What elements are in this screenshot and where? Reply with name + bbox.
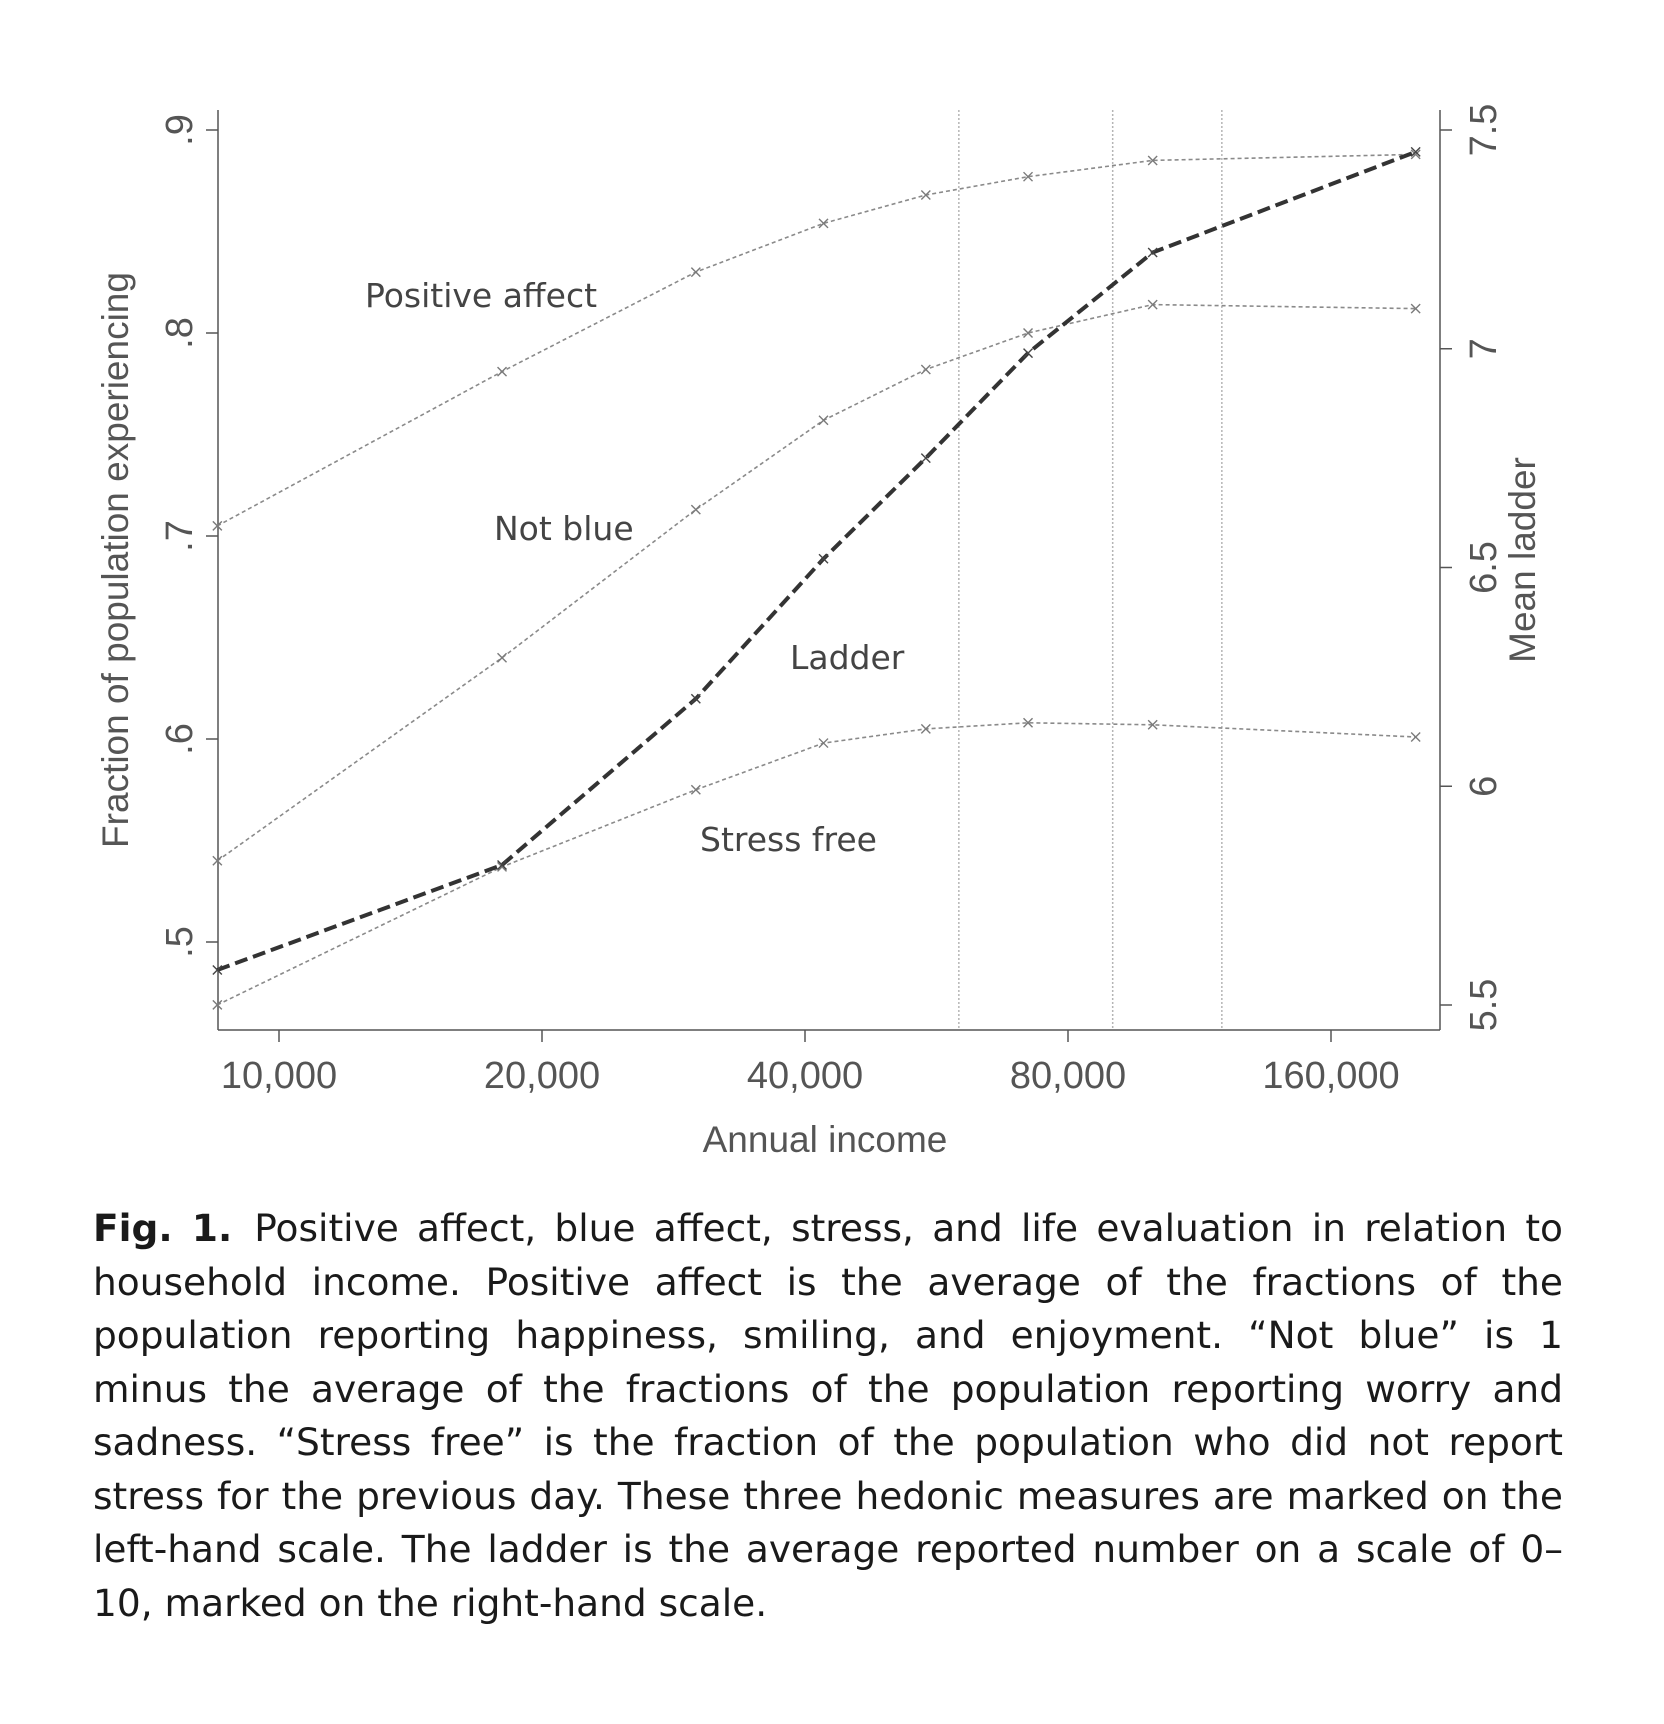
data-point-positive-affect-1 <box>497 366 508 377</box>
data-point-stress-free-2 <box>690 784 701 795</box>
data-point-ladder-6 <box>1147 247 1158 258</box>
left-tick-label-1: .6 <box>159 723 201 755</box>
right-tick-label-4: 7.5 <box>1463 104 1505 157</box>
x-axis-title: Annual income <box>703 1119 948 1160</box>
data-point-positive-affect-2 <box>690 267 701 278</box>
series-line-stress-free <box>216 721 1416 1006</box>
x-axis-ticks: 10,000 20,000 40,000 80,000 160,000 <box>221 1030 1400 1097</box>
series-label-not-blue: Not blue <box>494 509 634 548</box>
data-point-not-blue-1 <box>497 652 508 663</box>
data-point-ladder-0 <box>212 965 223 975</box>
data-point-positive-affect-4 <box>920 189 931 200</box>
series-label-stress-free: Stress free <box>700 820 877 859</box>
x-tick-label-4: 160,000 <box>1262 1055 1399 1097</box>
right-axis-ticks: 5.5 6 6.5 7 7.5 <box>1440 104 1505 1032</box>
caption-label: Fig. 1. <box>93 1206 233 1250</box>
data-point-not-blue-5 <box>1023 328 1034 338</box>
data-point-stress-free-4 <box>920 723 931 734</box>
data-point-positive-affect-6 <box>1147 155 1158 166</box>
data-point-not-blue-7 <box>1410 303 1421 314</box>
data-point-ladder-2 <box>690 693 701 704</box>
x-tick-label-3: 80,000 <box>1010 1055 1126 1097</box>
axes <box>217 110 1441 1031</box>
left-tick-label-2: .7 <box>159 520 201 552</box>
series-line-not-blue <box>216 303 1416 862</box>
data-point-ladder-7 <box>1410 146 1421 157</box>
data-point-positive-affect-0 <box>212 520 223 531</box>
series-line-positive-affect <box>216 153 1416 527</box>
x-tick-label-2: 40,000 <box>747 1055 863 1097</box>
left-tick-label-0: .5 <box>159 926 201 958</box>
data-point-stress-free-3 <box>818 738 829 749</box>
left-axis-ticks: .5 .6 .7 .8 .9 <box>159 114 218 958</box>
left-axis-title: Fraction of population experiencing <box>95 272 136 848</box>
reference-lines <box>958 110 1223 1030</box>
figure-caption: Fig. 1. Positive affect, blue affect, str… <box>93 1202 1563 1630</box>
data-point-stress-free-6 <box>1147 719 1158 730</box>
data-point-ladder-3 <box>818 553 829 564</box>
data-point-stress-free-7 <box>1410 731 1421 742</box>
series-label-positive-affect: Positive affect <box>365 276 597 315</box>
x-tick-label-0: 10,000 <box>221 1055 337 1097</box>
data-point-ladder-4 <box>920 453 931 464</box>
data-point-positive-affect-7 <box>1410 149 1421 160</box>
data-point-not-blue-2 <box>690 504 701 515</box>
data-point-stress-free-5 <box>1023 717 1034 728</box>
right-tick-label-2: 6.5 <box>1463 541 1505 594</box>
series-line-ladder <box>216 150 1417 972</box>
data-point-positive-affect-5 <box>1023 171 1034 182</box>
data-point-ladder-5 <box>1023 348 1034 359</box>
right-axis-title: Mean ladder <box>1502 457 1543 663</box>
right-tick-label-3: 7 <box>1463 338 1505 359</box>
series-layer <box>212 146 1421 1010</box>
data-point-not-blue-3 <box>818 415 829 426</box>
data-point-positive-affect-3 <box>818 218 829 229</box>
caption-text: Positive affect, blue affect, stress, an… <box>93 1206 1563 1625</box>
data-point-not-blue-6 <box>1147 299 1158 310</box>
right-tick-label-0: 5.5 <box>1463 979 1505 1032</box>
series-label-ladder: Ladder <box>790 638 905 677</box>
data-point-not-blue-0 <box>212 855 223 866</box>
left-tick-label-3: .8 <box>159 317 201 349</box>
data-point-stress-free-0 <box>212 999 223 1010</box>
x-tick-label-1: 20,000 <box>484 1055 600 1097</box>
data-point-ladder-1 <box>497 860 508 870</box>
data-point-not-blue-4 <box>920 364 931 375</box>
line-chart: 10,000 20,000 40,000 80,000 160,000 .5 .6 .7 .8… <box>95 104 1543 1160</box>
left-tick-label-4: .9 <box>159 114 201 146</box>
right-tick-label-1: 6 <box>1463 776 1505 797</box>
